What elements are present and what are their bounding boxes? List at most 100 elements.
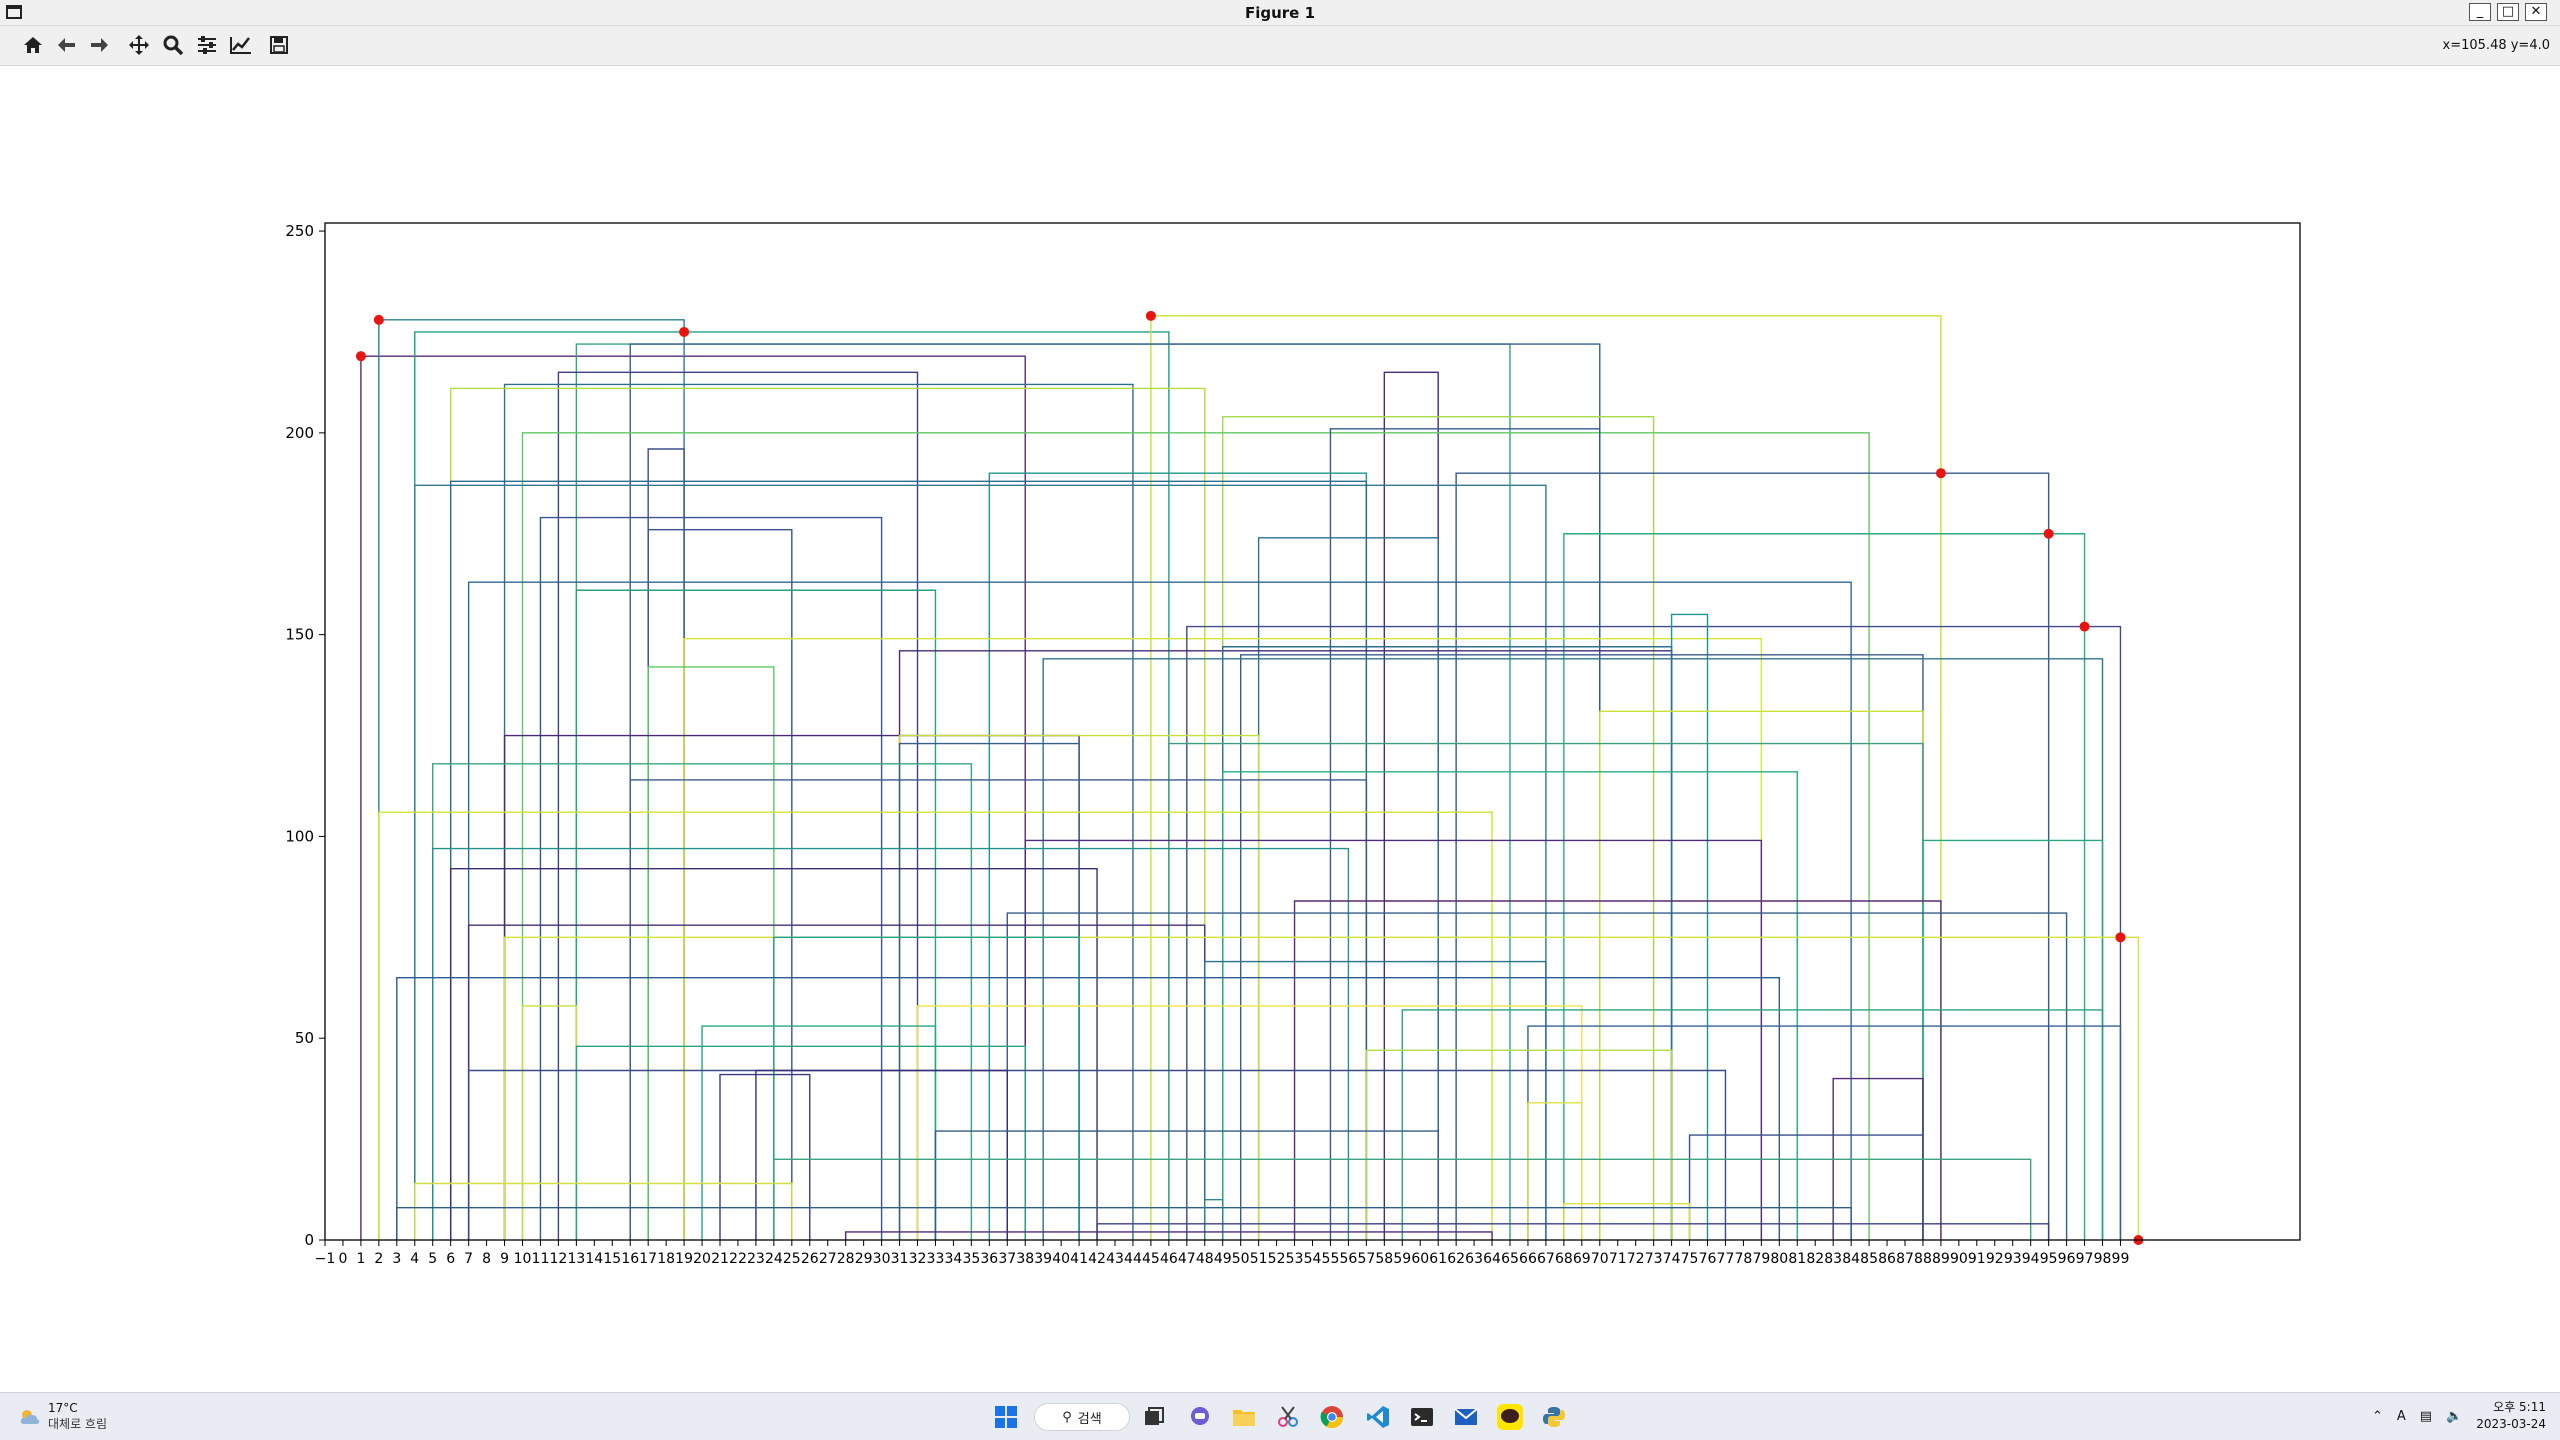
x-tick-label: 28 — [837, 1251, 855, 1267]
bracket-line — [467, 581, 1852, 1240]
y-axis-ticks: 0 50 100 150 200 250 — [285, 222, 325, 1249]
file-explorer-icon[interactable] — [1228, 1401, 1260, 1433]
x-tick-label: 26 — [801, 1251, 819, 1267]
bracket-line — [1401, 1009, 2104, 1240]
x-tick-label: 78 — [1734, 1251, 1752, 1267]
mail-icon[interactable] — [1450, 1401, 1482, 1433]
network-icon[interactable]: ▤ — [2419, 1408, 2433, 1424]
x-tick-label: 36 — [980, 1251, 998, 1267]
x-tick-label: 47 — [1178, 1251, 1196, 1267]
bracket-line — [647, 448, 685, 1240]
bracket-line — [396, 976, 1781, 1240]
x-tick-label: 91 — [1968, 1251, 1986, 1267]
x-tick-label: 71 — [1609, 1251, 1627, 1267]
taskbar-search[interactable]: ⚲ 검색 — [1034, 1403, 1130, 1431]
bracket-line — [378, 811, 1493, 1240]
x-tick-label: 41 — [1070, 1251, 1088, 1267]
taskbar-clock[interactable]: 오후 5:11 2023-03-24 — [2476, 1399, 2546, 1433]
bracket-line — [916, 1005, 1583, 1240]
kakaotalk-icon[interactable] — [1494, 1401, 1526, 1433]
x-tick-label: 88 — [1914, 1251, 1932, 1267]
x-tick-label: 64 — [1483, 1251, 1501, 1267]
bracket-line — [449, 868, 1098, 1240]
red-point — [2115, 932, 2126, 943]
bracket-line — [449, 387, 1206, 1240]
weather-widget[interactable]: 17°C 대체로 흐림 — [18, 1401, 107, 1432]
home-icon[interactable] — [18, 30, 48, 60]
x-tick-label: 84 — [1842, 1251, 1860, 1267]
bracket-line — [467, 924, 1206, 1240]
x-tick-label: 1 — [356, 1251, 365, 1267]
edit-axis-icon[interactable] — [226, 30, 256, 60]
red-point — [2043, 528, 2054, 539]
maximize-button[interactable]: □ — [2497, 3, 2519, 21]
x-tick-label: 65 — [1501, 1251, 1519, 1267]
x-tick-label: 31 — [891, 1251, 909, 1267]
save-icon[interactable] — [264, 30, 294, 60]
x-tick-label: 52 — [1268, 1251, 1286, 1267]
red-point — [679, 326, 690, 337]
cloud-sun-icon — [20, 1409, 40, 1424]
clock-time: 오후 5:11 — [2493, 1400, 2546, 1414]
axes-frame — [324, 222, 2301, 1241]
ime-indicator[interactable]: A — [2396, 1408, 2406, 1424]
x-tick-label: 51 — [1250, 1251, 1268, 1267]
x-tick-label: 10 — [514, 1251, 532, 1267]
red-point — [1935, 468, 1946, 479]
bracket-line — [1563, 1202, 1691, 1240]
python-icon[interactable] — [1538, 1401, 1570, 1433]
x-tick-label: 80 — [1770, 1251, 1788, 1267]
chat-icon[interactable] — [1184, 1401, 1216, 1433]
bracket-line — [575, 589, 937, 1240]
window-titlebar: Figure 1 _ □ ✕ — [0, 0, 2560, 26]
x-tick-label: 7 — [464, 1251, 473, 1267]
x-tick-label: 39 — [1034, 1251, 1052, 1267]
x-axis-ticks: −1 0 1 2 3 4 5 6 7 8 9 10 11 12 13 14 15 16 17 18 19 20 21 22 23… — [315, 1240, 2129, 1267]
pan-icon[interactable] — [124, 30, 154, 60]
figure-canvas[interactable]: −1 0 1 2 3 4 5 6 7 8 9 10 11 12 13 14 15 16 17 18 19 20 21 22 23… — [0, 67, 2560, 1387]
x-tick-label: 9 — [500, 1251, 509, 1267]
windows-taskbar: 17°C 대체로 흐림 ⚲ 검색 ⌃ A ▤ 🔈 — [0, 1392, 2560, 1440]
back-icon[interactable] — [52, 30, 82, 60]
configure-subplots-icon[interactable] — [192, 30, 222, 60]
zoom-icon[interactable] — [158, 30, 188, 60]
x-tick-label: 89 — [1932, 1251, 1950, 1267]
x-tick-label: 83 — [1824, 1251, 1842, 1267]
vscode-icon[interactable] — [1362, 1401, 1394, 1433]
x-tick-label: 54 — [1304, 1251, 1322, 1267]
bracket-line — [1329, 428, 1601, 1240]
snipping-tool-icon[interactable] — [1272, 1401, 1304, 1433]
terminal-icon[interactable] — [1406, 1401, 1438, 1433]
chrome-icon[interactable] — [1316, 1401, 1348, 1433]
bracket-line — [755, 1069, 1008, 1240]
x-tick-label: 53 — [1286, 1251, 1304, 1267]
task-view-icon[interactable] — [1138, 1401, 1170, 1433]
chart[interactable]: −1 0 1 2 3 4 5 6 7 8 9 10 11 12 13 14 15 16 17 18 19 20 21 22 23… — [0, 67, 2560, 1387]
windows-start-icon[interactable] — [990, 1401, 1022, 1433]
y-tick-label: 50 — [295, 1029, 314, 1047]
red-point — [355, 351, 366, 362]
x-tick-label: 93 — [2004, 1251, 2022, 1267]
volume-icon[interactable]: 🔈 — [2446, 1408, 2463, 1424]
bracket-line — [360, 355, 1026, 1240]
x-tick-label: 55 — [1322, 1251, 1340, 1267]
x-tick-label: 44 — [1124, 1251, 1142, 1267]
bracket-line — [1383, 371, 1439, 1240]
chevron-up-icon[interactable]: ⌃ — [2371, 1408, 2383, 1424]
weather-temp: 17°C — [48, 1401, 78, 1415]
x-tick-label: 82 — [1806, 1251, 1824, 1267]
x-tick-label: 66 — [1519, 1251, 1537, 1267]
x-tick-label: 3 — [392, 1251, 401, 1267]
bracket-line — [1922, 839, 2104, 1240]
minimize-button[interactable]: _ — [2469, 3, 2491, 21]
x-tick-label: 46 — [1160, 1251, 1178, 1267]
x-tick-label: 95 — [2040, 1251, 2058, 1267]
forward-icon[interactable] — [84, 30, 114, 60]
bracket-line — [521, 432, 1870, 1240]
x-tick-label: 68 — [1555, 1251, 1573, 1267]
x-tick-label: 94 — [2022, 1251, 2040, 1267]
x-tick-label: 76 — [1699, 1251, 1717, 1267]
x-tick-label: 13 — [567, 1251, 585, 1267]
close-button[interactable]: ✕ — [2525, 3, 2547, 21]
bracket-line — [934, 1130, 1439, 1240]
